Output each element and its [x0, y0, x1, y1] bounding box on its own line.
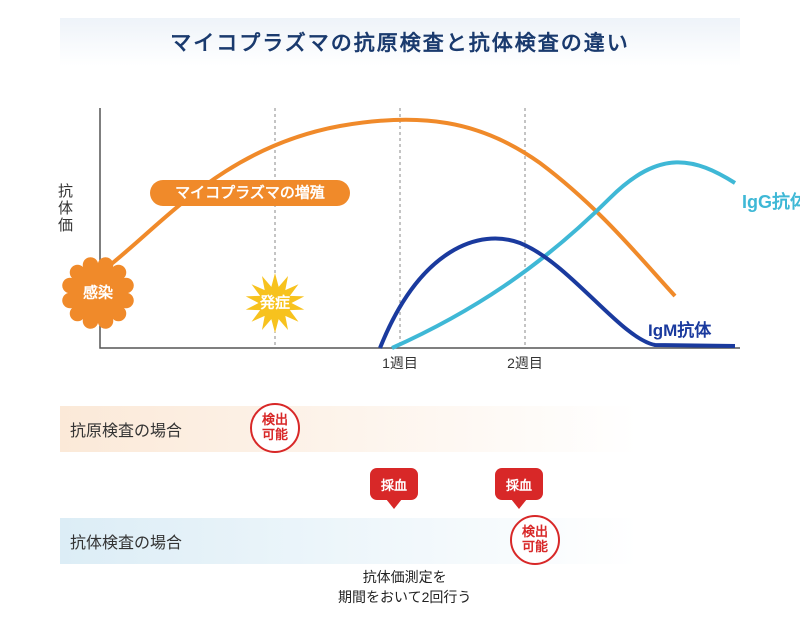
- antibody-note: 抗体価測定を期間をおいて2回行う: [338, 568, 471, 607]
- mycoplasma-curve: [100, 120, 675, 296]
- antigen-test-row: 抗原検査の場合 検出可能: [60, 406, 740, 452]
- page-title: マイコプラズマの抗原検査と抗体検査の違い: [170, 27, 630, 57]
- svg-text:発症: 発症: [259, 294, 290, 312]
- antigen-detect-badge: 検出可能: [250, 403, 300, 453]
- antibody-row-label: 抗体検査の場合: [60, 518, 740, 564]
- proliferation-pill: マイコプラズマの増殖: [150, 180, 350, 206]
- svg-text:マイコプラズマの増殖: マイコプラズマの増殖: [175, 184, 325, 202]
- svg-text:2週目: 2週目: [507, 355, 543, 371]
- axes: [100, 108, 740, 348]
- blood-draw-label: 採血: [370, 468, 418, 500]
- igm-label: IgM抗体: [648, 320, 712, 340]
- antigen-row-label-text: 抗原検査の場合: [70, 417, 182, 441]
- onset-burst-icon: 発症: [246, 273, 304, 333]
- antigen-row-label: 抗原検査の場合: [60, 406, 740, 452]
- antibody-row-label-text: 抗体検査の場合: [70, 529, 182, 553]
- svg-text:1週目: 1週目: [382, 355, 418, 371]
- antibody-test-row: 抗体検査の場合 検出可能: [60, 518, 740, 564]
- x-ticks: 1週目 2週目: [382, 355, 543, 371]
- blood-draw-pin-icon: 採血: [495, 468, 543, 500]
- svg-text:感染: 感染: [83, 284, 114, 302]
- blood-draw-pin-icon: 採血: [370, 468, 418, 500]
- gridlines: [275, 108, 525, 348]
- antibody-detect-badge: 検出可能: [510, 515, 560, 565]
- chart-svg: マイコプラズマの増殖 感染 発症 IgG抗体 IgM抗体 1週目2週目: [60, 98, 780, 378]
- chart-area: 抗体価 マイコプラズマの増殖 感染 発症 IgG抗体 IgM抗体 1週目2週目: [100, 108, 740, 368]
- infection-burst-icon: 感染: [62, 257, 134, 329]
- igg-label: IgG抗体: [742, 191, 800, 212]
- title-bar: マイコプラズマの抗原検査と抗体検査の違い: [60, 18, 740, 66]
- blood-draw-label: 採血: [495, 468, 543, 500]
